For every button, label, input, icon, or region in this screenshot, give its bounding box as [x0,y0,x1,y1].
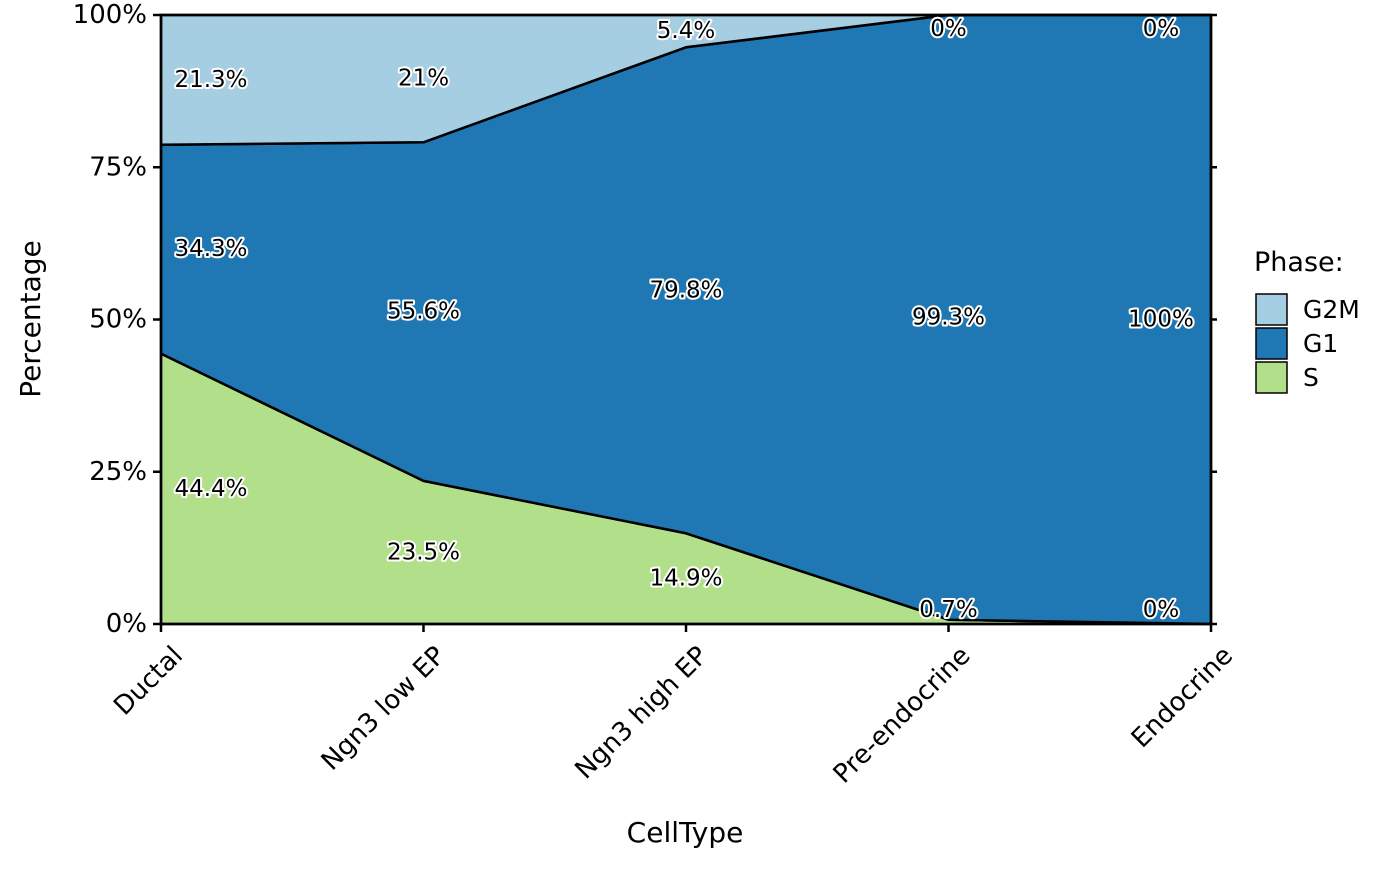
y-tick-label: 0% [106,609,147,639]
x-tick-label: Ngn3 high EP [570,641,714,785]
data-label-g2m: 5.4% [657,18,715,44]
x-tick-label: Ngn3 low EP [316,641,452,777]
legend: Phase: G2M G1 S [1254,247,1360,394]
legend-title: Phase: [1254,247,1344,278]
data-label-s: 23.5% [387,539,460,565]
y-tick-label: 75% [89,152,147,182]
data-label-g1: 100% [1128,307,1194,333]
legend-key-g1 [1255,327,1288,360]
data-label-g1: 99.3% [912,304,985,330]
data-label-g1: 34.3% [174,236,247,262]
data-label-g2m: 0% [930,16,967,42]
data-label-g2m: 21% [398,66,449,92]
data-labels-layer: 44.4% 23.5% 14.9% 0.7% 0% 34.3% 55.6% 79.8% 99.3… [172,14,1195,625]
data-label-s: 0.7% [919,597,977,623]
y-tick-label: 100% [73,0,147,30]
data-label-s: 14.9% [649,566,722,592]
y-tick-label: 50% [89,305,147,335]
legend-key-g2m [1255,293,1288,326]
data-label-s: 44.4% [174,476,247,502]
legend-label-g1: G1 [1303,329,1338,358]
areas-layer [159,13,1213,626]
data-label-g2m: 21.3% [174,67,247,93]
data-label-g1: 79.8% [649,277,722,303]
y-axis-title: Percentage [14,240,47,398]
x-axis-title: CellType [627,816,744,849]
x-tick-label: Ductal [108,641,189,722]
x-tick-label: Endocrine [1126,641,1239,754]
x-tick-label: Pre-endocrine [828,641,977,790]
y-tick-label: 25% [89,457,147,487]
legend-label-s: S [1303,363,1319,392]
data-label-s: 0% [1143,597,1180,623]
data-label-g1: 55.6% [387,299,460,325]
legend-label-g2m: G2M [1303,295,1360,324]
legend-key-s [1255,361,1288,394]
data-label-g2m: 0% [1143,16,1180,42]
